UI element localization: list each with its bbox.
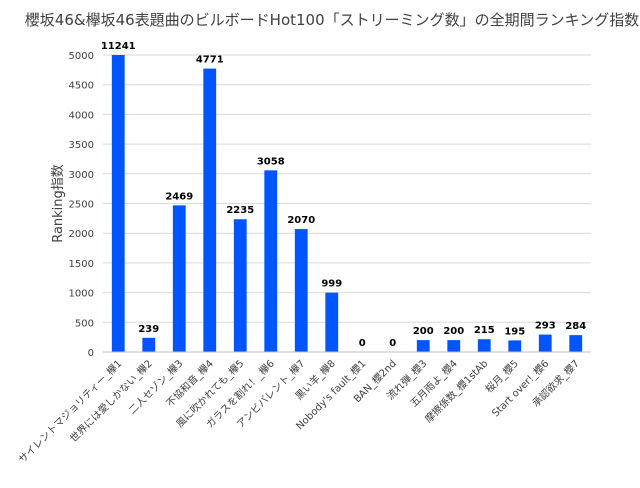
data-label: 11241 bbox=[101, 41, 136, 52]
data-label: 999 bbox=[321, 279, 342, 290]
x-axis-ticks: サイレントマジョリティー_欅1世界には愛しかない_欅2二人セゾン_欅3不協和音_… bbox=[16, 357, 582, 466]
x-tick-label: 二人セゾン_欅3 bbox=[126, 358, 185, 417]
bar bbox=[142, 337, 156, 352]
y-tick-label: 1000 bbox=[69, 289, 94, 300]
y-tick-label: 500 bbox=[75, 318, 94, 329]
y-axis-ticks: 0 500 1000 1500 2000 2500 3000 3500 4000 4500 5000 bbox=[69, 51, 94, 359]
bar bbox=[233, 219, 247, 352]
bars bbox=[111, 55, 583, 352]
y-tick-label: 0 bbox=[88, 348, 94, 359]
data-label: 200 bbox=[413, 326, 434, 337]
bar bbox=[325, 292, 339, 352]
bar bbox=[447, 340, 461, 352]
data-label: 0 bbox=[359, 338, 366, 349]
data-label: 239 bbox=[138, 324, 159, 335]
data-labels: 11241 239 2469 4771 2235 3058 2070 999 0 0 200 200 2… bbox=[101, 41, 586, 349]
y-tick-label: 3000 bbox=[69, 170, 94, 181]
data-label: 195 bbox=[504, 326, 525, 337]
data-label: 2070 bbox=[287, 215, 315, 226]
y-tick-label: 1500 bbox=[69, 259, 94, 270]
bar bbox=[538, 334, 552, 352]
data-label: 284 bbox=[565, 321, 586, 332]
bar bbox=[203, 68, 217, 352]
bar bbox=[416, 340, 430, 352]
data-label: 2235 bbox=[226, 205, 254, 216]
data-label: 2469 bbox=[165, 191, 193, 202]
bar bbox=[508, 340, 522, 352]
y-axis-title: Ranking指数 bbox=[51, 164, 66, 243]
chart-title: 櫻坂46&欅坂46表題曲のビルボードHot100「ストリーミング数」の全期間ラン… bbox=[25, 11, 639, 29]
y-tick-label: 4500 bbox=[69, 81, 94, 92]
bar bbox=[569, 335, 583, 352]
y-tick-label: 2000 bbox=[69, 229, 94, 240]
data-label: 200 bbox=[443, 326, 464, 337]
data-label: 215 bbox=[474, 325, 495, 336]
bar bbox=[111, 55, 125, 352]
y-tick-label: 5000 bbox=[69, 51, 94, 62]
y-tick-label: 4000 bbox=[69, 110, 94, 121]
bar bbox=[172, 205, 186, 352]
bar bbox=[477, 339, 491, 352]
data-label: 0 bbox=[389, 338, 396, 349]
y-tick-label: 3500 bbox=[69, 140, 94, 151]
bar bbox=[264, 170, 278, 352]
data-label: 3058 bbox=[257, 156, 285, 167]
y-tick-label: 2500 bbox=[69, 200, 94, 211]
data-label: 293 bbox=[535, 321, 556, 332]
data-label: 4771 bbox=[196, 55, 224, 66]
bar bbox=[294, 229, 308, 352]
